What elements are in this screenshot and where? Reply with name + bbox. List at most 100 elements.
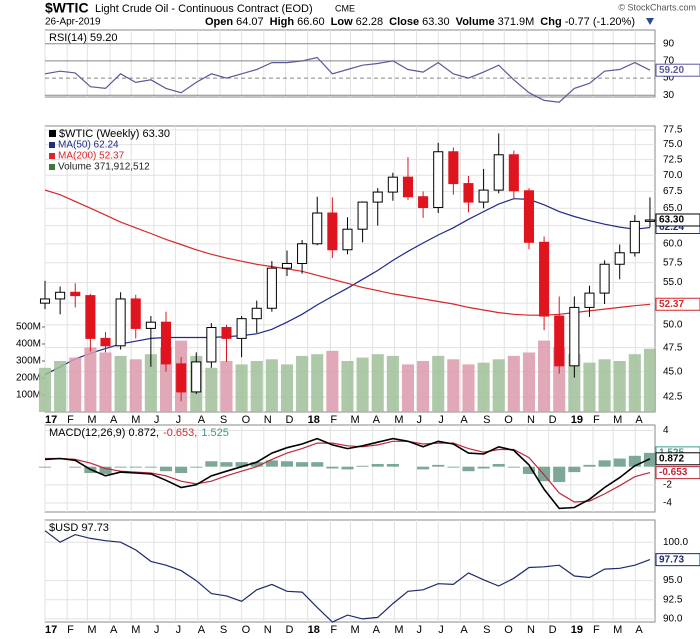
last-value-box [655, 553, 700, 567]
legend-entry: $WTIC (Weekly) 63.30 [59, 128, 170, 140]
candle-body [130, 298, 141, 329]
quote-value: 63.30 [422, 16, 450, 28]
candle-body [191, 361, 202, 393]
x-tick-label: M [87, 624, 96, 636]
volume-bar [54, 360, 67, 412]
candle-body [160, 321, 172, 365]
legend-entry: MACD(12,26,9) 0.872, [49, 427, 159, 439]
x-tick-label: A [373, 414, 381, 426]
candle-body [539, 241, 550, 317]
y-tick-label: 47.5 [663, 342, 683, 353]
x-tick-label: N [264, 414, 272, 426]
candle-body [372, 191, 383, 203]
legend-swatch [49, 164, 55, 170]
histogram-bar [129, 466, 142, 468]
x-tick-label: O [504, 624, 513, 636]
volume-bar [386, 355, 399, 412]
candle-body [221, 327, 232, 339]
candle-body [236, 318, 247, 339]
y-tick-label: 90 [663, 38, 675, 49]
x-tick-label: S [220, 414, 227, 426]
volume-bar [129, 359, 142, 412]
volume-bar [220, 360, 233, 412]
legend-entry: -0.653, [163, 427, 197, 439]
last-value-label: 59.20 [659, 65, 684, 76]
histogram-bar [220, 462, 233, 467]
volume-bar [296, 355, 309, 412]
legend-entry: 1.525 [201, 427, 229, 439]
histogram-bar [159, 466, 173, 472]
candle-body [523, 190, 535, 243]
candle-body [387, 176, 398, 193]
series-line [44, 437, 651, 510]
legend-swatch [49, 142, 55, 148]
x-tick-label: J [438, 414, 444, 426]
quote-value: 62.28 [356, 16, 384, 28]
x-tick-label: D [549, 414, 557, 426]
x-tick-label: F [67, 624, 74, 636]
last-value-label: 0.872 [659, 453, 684, 464]
volume-bar [265, 359, 278, 412]
x-tick-label: J [154, 414, 160, 426]
volume-bar [250, 360, 263, 412]
volume-bar [432, 355, 445, 412]
histogram-bar [114, 466, 127, 468]
volume-bar [38, 367, 52, 412]
volume-bar [311, 354, 324, 412]
histogram-bar [492, 463, 505, 467]
x-tick-label: M [351, 414, 360, 426]
volume-bar [522, 352, 536, 412]
series-line [44, 189, 651, 316]
x-tick-label: O [504, 414, 513, 426]
x-tick-label: N [264, 624, 272, 636]
histogram-bar [235, 462, 248, 467]
candle-body [478, 189, 489, 203]
candle-body [433, 151, 444, 209]
x-tick-label: A [635, 624, 643, 636]
histogram-bar [643, 452, 657, 467]
candle-body [599, 263, 610, 294]
candle-body [327, 212, 338, 251]
x-tick-label: D [549, 624, 557, 636]
y2-tick-label: 400M [16, 339, 41, 350]
volume-bar [84, 347, 97, 412]
x-tick-label: M [351, 624, 360, 636]
histogram-bar [144, 466, 157, 468]
y-tick-label: 92.5 [663, 594, 683, 605]
last-value-label: -0.653 [659, 467, 688, 478]
histogram-bar [553, 466, 566, 483]
x-tick-label: D [285, 624, 293, 636]
panel-frame [44, 29, 656, 98]
volume-bar [507, 355, 520, 412]
x-tick-label: N [527, 624, 535, 636]
y-tick-label: -4 [663, 498, 672, 509]
x-tick-label: A [460, 414, 468, 426]
y-tick-label: 50 [663, 73, 675, 84]
volume-bar [326, 350, 339, 412]
x-tick-label: O [242, 414, 251, 426]
y-tick-label: 60.0 [663, 238, 683, 249]
candle-body [614, 252, 625, 265]
x-tick-label: M [131, 414, 140, 426]
volume-bar [371, 354, 384, 412]
quote-label: High [270, 16, 295, 28]
histogram-bar [583, 464, 596, 467]
volume-bar [583, 362, 596, 412]
candle-body [629, 220, 640, 254]
candle-body [115, 298, 126, 347]
histogram-bar [311, 462, 324, 467]
quote-value: -0.77 (-1.20%) [565, 16, 635, 28]
x-tick-label: 19 [571, 624, 583, 636]
candle-body [584, 292, 595, 308]
y-tick-label: 100.0 [663, 537, 688, 548]
y-tick-label: 30 [663, 90, 675, 101]
quote-label: Close [389, 16, 419, 28]
histogram-bar [386, 463, 399, 467]
series-line [45, 440, 651, 503]
x-tick-label: 18 [308, 624, 320, 636]
histogram-bar [507, 466, 520, 468]
candle-body [463, 183, 474, 203]
series-line [44, 198, 651, 376]
histogram-bar [628, 455, 641, 467]
